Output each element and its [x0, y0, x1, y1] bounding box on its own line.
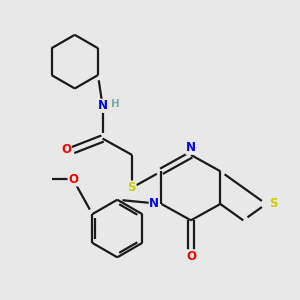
Text: S: S [269, 197, 278, 211]
Text: O: O [68, 173, 78, 186]
Text: N: N [186, 141, 196, 154]
Text: N: N [98, 99, 108, 112]
Text: H: H [111, 99, 119, 109]
Text: S: S [127, 181, 136, 194]
Text: O: O [61, 143, 71, 157]
Text: O: O [186, 250, 196, 263]
Text: N: N [149, 197, 159, 211]
